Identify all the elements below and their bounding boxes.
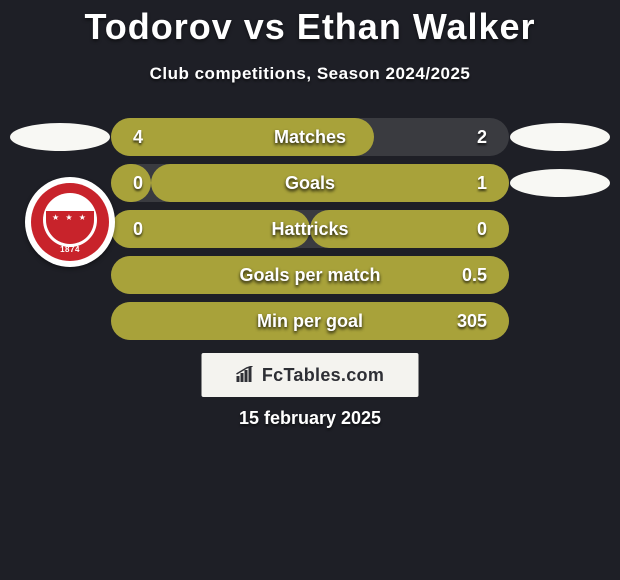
player-oval-right xyxy=(510,123,610,151)
date-label: 15 february 2025 xyxy=(0,408,620,429)
comparison-widget: Todorov vs Ethan Walker Club competition… xyxy=(0,0,620,580)
club-badge-year: 1874 xyxy=(31,245,109,254)
stat-row: 42Matches xyxy=(0,118,620,164)
stat-bar-right xyxy=(151,164,509,202)
stat-bar-track: 42Matches xyxy=(111,118,509,156)
club-badge-left: ★ ★ ★ 1874 xyxy=(25,177,115,267)
stat-row: 305Min per goal xyxy=(0,302,620,348)
stat-row: 0.5Goals per match xyxy=(0,256,620,302)
stat-value-right: 2 xyxy=(477,118,487,156)
stat-value-left: 0 xyxy=(133,164,143,202)
stat-value-left: 0 xyxy=(133,210,143,248)
stat-bar-track: 01Goals xyxy=(111,164,509,202)
stat-bar-left xyxy=(111,118,374,156)
stat-bar-track: 0.5Goals per match xyxy=(111,256,509,294)
club-badge-stars: ★ ★ ★ xyxy=(43,213,97,222)
watermark-text: FcTables.com xyxy=(262,365,384,386)
stat-value-right: 305 xyxy=(457,302,487,340)
stat-bar-right xyxy=(111,302,509,340)
stat-bar-right xyxy=(111,256,509,294)
chart-icon xyxy=(236,366,256,384)
stat-bar-track: 305Min per goal xyxy=(111,302,509,340)
page-title: Todorov vs Ethan Walker xyxy=(0,0,620,48)
club-badge-ring: ★ ★ ★ 1874 xyxy=(31,183,109,261)
stat-value-right: 0 xyxy=(477,210,487,248)
stat-bar-track: 00Hattricks xyxy=(111,210,509,248)
club-badge-center: ★ ★ ★ xyxy=(43,193,97,247)
stat-value-right: 1 xyxy=(477,164,487,202)
stat-value-left: 4 xyxy=(133,118,143,156)
stat-bar-left xyxy=(111,164,151,202)
watermark[interactable]: FcTables.com xyxy=(202,353,419,397)
stat-value-right: 0.5 xyxy=(462,256,487,294)
player-oval-right xyxy=(510,169,610,197)
player-oval-left xyxy=(10,123,110,151)
page-subtitle: Club competitions, Season 2024/2025 xyxy=(0,64,620,84)
